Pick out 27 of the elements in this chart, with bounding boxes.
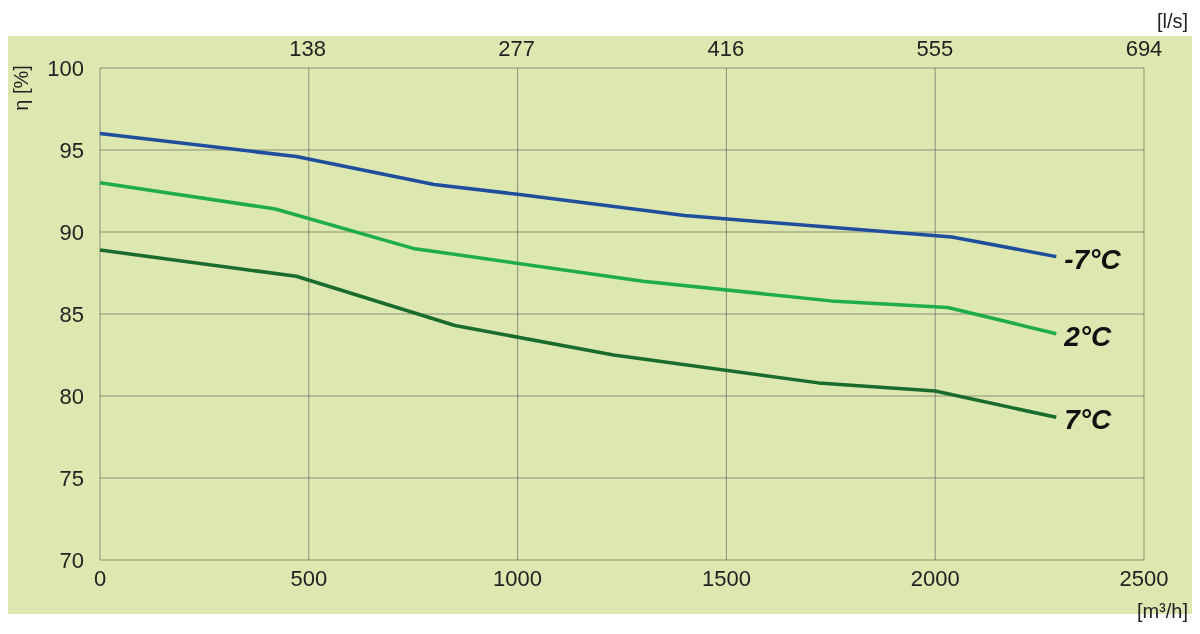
x2-axis-title: [l/s] <box>1156 10 1188 32</box>
y-tick-label: 75 <box>59 466 84 491</box>
line-series <box>98 248 1059 420</box>
y-axis-title: η [%] <box>10 65 32 111</box>
x-tick-label: 1000 <box>493 566 543 591</box>
x-axis-title: [m³/h] <box>1136 600 1188 622</box>
series-label: -7°C <box>1064 243 1122 275</box>
x-tick-label: 500 <box>290 566 328 591</box>
x2-tick-label: 138 <box>289 36 326 61</box>
y-tick-label: 95 <box>59 138 84 163</box>
y-tick-label: 90 <box>59 220 84 245</box>
x-tick-label: 2500 <box>1119 566 1169 591</box>
x2-tick-label: 555 <box>916 36 954 61</box>
y-tick-label: 80 <box>59 384 84 409</box>
x2-tick-label: 416 <box>707 36 745 61</box>
y-tick-label: 85 <box>59 302 84 327</box>
x2-tick-label: 277 <box>498 36 536 61</box>
series-label: 7°C <box>1064 404 1113 436</box>
x-tick-label: 0 <box>93 566 107 591</box>
x2-tick-label: 694 <box>1125 36 1163 61</box>
x-tick-label: 2000 <box>910 566 960 591</box>
y-tick-label: 100 <box>47 56 84 81</box>
x-tick-label: 1500 <box>701 566 751 591</box>
line-series <box>98 181 1059 336</box>
line-series <box>98 131 1059 259</box>
y-tick-label: 70 <box>59 548 84 573</box>
series-label: 2°C <box>1063 320 1113 352</box>
